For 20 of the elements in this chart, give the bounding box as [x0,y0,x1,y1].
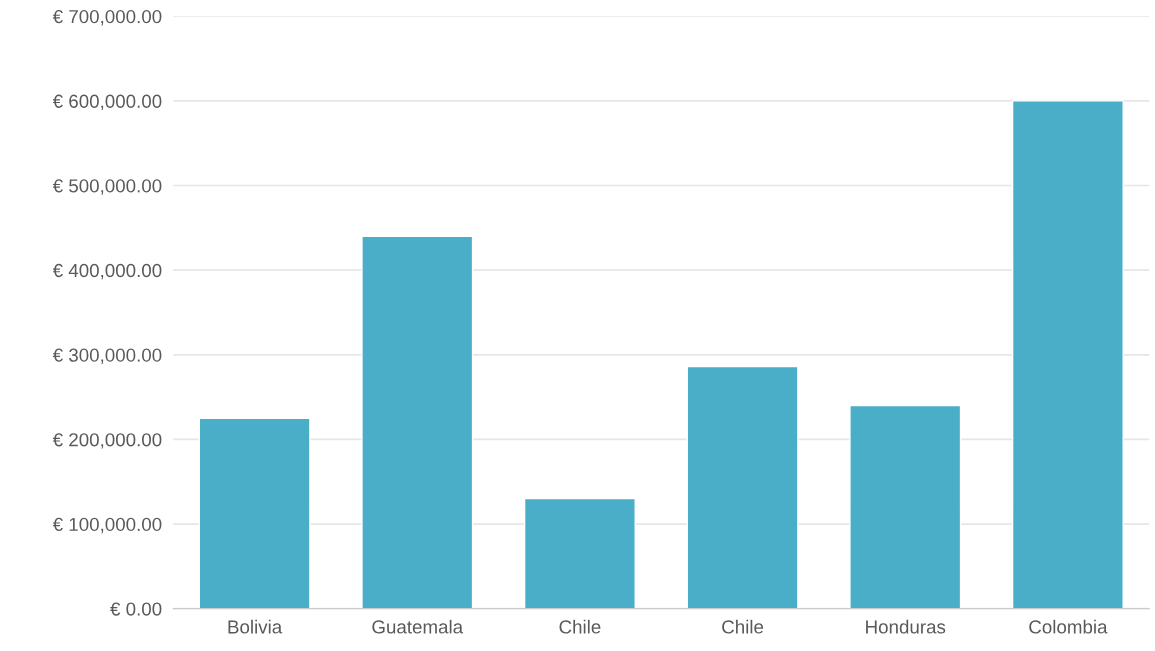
bar [361,235,474,609]
y-tick-label: € 100,000.00 [52,517,162,534]
x-tick-label: Chile [722,619,764,634]
y-tick-label: € 400,000.00 [52,263,162,280]
bar [686,365,799,609]
x-tick-label: Guatemala [372,619,464,634]
y-tick-label: € 300,000.00 [52,348,162,364]
x-tick-label: Colombia [1029,619,1108,634]
y-tick-label: € 200,000.00 [52,433,162,449]
y-tick-label: € 500,000.00 [52,179,162,195]
bar [523,497,636,609]
x-tick-label: Chile [559,619,601,634]
bar [1011,100,1124,609]
y-tick-label: € 700,000.00 [52,9,162,26]
x-tick-label: Bolivia [228,619,283,634]
bar [849,404,962,609]
bar [198,417,311,609]
x-tick-label: Honduras [866,619,946,634]
y-tick-label: € 0.00 [110,602,162,616]
y-tick-label: € 600,000.00 [52,94,162,111]
